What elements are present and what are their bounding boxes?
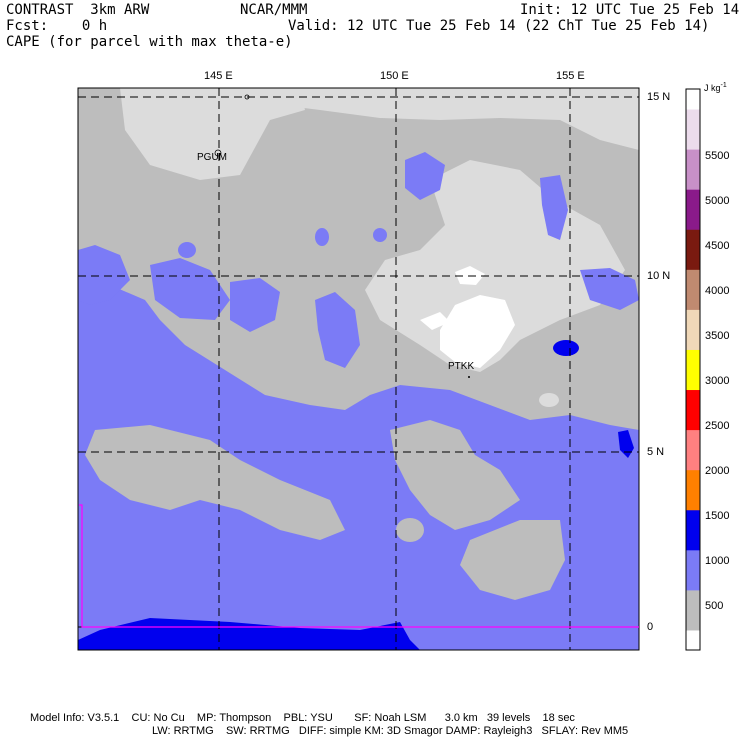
lat-label-5n: 5 N (647, 446, 665, 458)
colorbar-frame (685, 88, 701, 651)
footer-physics-info: LW: RRTMG SW: RRTMG DIFF: simple KM: 3D … (152, 725, 629, 737)
colorbar-cell (686, 369, 700, 391)
colorbar-cell (686, 449, 700, 471)
field-light-gray-nw (120, 88, 305, 180)
org-label: NCAR/MMM (240, 2, 308, 18)
colorbar-cell (686, 469, 700, 491)
field-white-core (440, 295, 515, 368)
footer-model-info: Model Info: V3.5.1 CU: No Cu MP: Thompso… (30, 712, 575, 724)
colorbar-cell (686, 129, 700, 150)
field-light-spot (539, 393, 559, 407)
colorbar-cell (686, 169, 700, 190)
lat-label-0: 0 (647, 621, 654, 633)
field-white-spot-2 (420, 312, 450, 330)
field-gray-se (460, 520, 565, 600)
field-light-blue-n4 (373, 228, 387, 242)
field-light-blue-w3 (230, 278, 280, 332)
colorbar-label-500: 500 (705, 600, 724, 612)
colorbar-cell (686, 329, 700, 350)
colorbar-cell (686, 149, 700, 170)
field-light-blue-n1 (405, 152, 445, 200)
station-label-pgum: PGUM (197, 152, 227, 163)
colorbar-cell (686, 529, 700, 551)
lon-label-145: 145 E (204, 70, 233, 82)
colorbar-label-3500: 3500 (705, 330, 730, 342)
field-title: CAPE (for parcel with max theta-e) (6, 34, 293, 50)
field-gray-spot (396, 518, 424, 542)
island-marker (244, 94, 250, 100)
colorbar-label-1500: 1500 (705, 510, 730, 522)
colorbar (686, 89, 700, 651)
field-light-gray-n (240, 88, 639, 150)
field-gray-c-south (390, 420, 520, 530)
colorbar-label-3000: 3000 (705, 375, 730, 387)
field-gray-sw (85, 425, 345, 540)
field-light-blue-n5 (540, 175, 568, 240)
map-field (78, 88, 639, 650)
colorbar-cell (686, 489, 700, 511)
colorbar-cell (686, 509, 700, 531)
colorbar-cell (686, 229, 700, 250)
field-light-blue-e (580, 268, 639, 310)
field-light-blue-c (315, 292, 360, 368)
colorbar-label-4000: 4000 (705, 285, 730, 297)
station-marker-ptkk (468, 376, 470, 378)
field-light-blue-w (78, 245, 130, 305)
colorbar-label-5000: 5000 (705, 195, 730, 207)
lon-label-155: 155 E (556, 70, 585, 82)
valid-time: Valid: 12 UTC Tue 25 Feb 14 (22 ChT Tue … (288, 18, 710, 34)
station-marker-pgum (214, 149, 222, 157)
colorbar-cell (686, 269, 700, 290)
colorbar-cell (686, 89, 700, 110)
colorbar-cell (686, 409, 700, 431)
colorbar-cell (686, 349, 700, 370)
colorbar-unit-exponent: -1 (720, 82, 727, 89)
colorbar-cell (686, 109, 700, 130)
init-time: Init: 12 UTC Tue 25 Feb 14 (520, 2, 740, 18)
lon-label-150: 150 E (380, 70, 409, 82)
model-title: CONTRAST 3km ARW (6, 2, 150, 18)
colorbar-cell (686, 209, 700, 230)
colorbar-label-2500: 2500 (705, 420, 730, 432)
colorbar-cell (686, 249, 700, 270)
colorbar-label-2000: 2000 (705, 465, 730, 477)
forecast-hour: Fcst: 0 h (6, 18, 108, 34)
colorbar-cell (686, 589, 700, 611)
field-deep-blue-spot (553, 340, 579, 356)
colorbar-unit-text: J kg (704, 83, 721, 93)
field-deep-blue-south (78, 618, 420, 650)
domain-boundary-line (79, 504, 639, 628)
colorbar-cell (686, 429, 700, 451)
colorbar-cell (686, 189, 700, 210)
colorbar-cell (686, 289, 700, 310)
field-light-blue-w2 (150, 258, 230, 320)
colorbar-cell (686, 549, 700, 571)
colorbar-cell (686, 389, 700, 411)
lat-label-15n: 15 N (647, 91, 671, 103)
colorbar-cell (686, 309, 700, 330)
colorbar-unit: J kg-1 (704, 82, 727, 93)
colorbar-label-5500: 5500 (705, 150, 730, 162)
colorbar-cell (686, 609, 700, 631)
colorbar-cell (686, 629, 700, 651)
colorbar-label-4500: 4500 (705, 240, 730, 252)
lat-label-10n: 10 N (647, 270, 671, 282)
field-light-blue-n2 (178, 242, 196, 258)
colorbar-cell (686, 569, 700, 591)
field-light-blue-n3 (315, 228, 329, 246)
field-deep-blue-spot-e (618, 430, 634, 458)
station-label-ptkk: PTKK (448, 361, 475, 372)
colorbar-label-1000: 1000 (705, 555, 730, 567)
map-frame (77, 87, 640, 651)
